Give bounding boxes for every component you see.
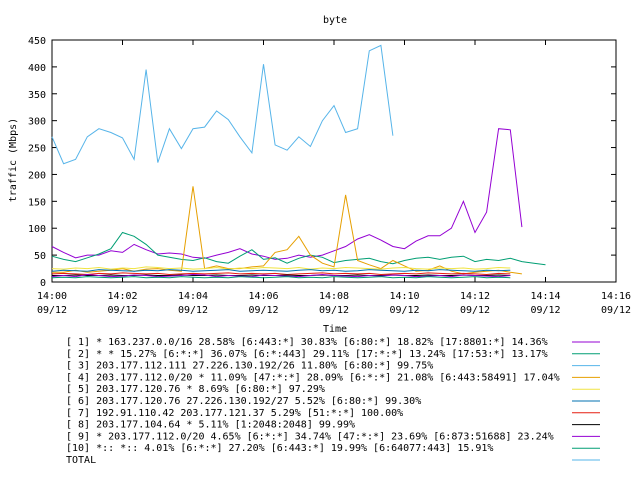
legend: [ 1] * 163.237.0.0/16 28.58% [6:443:*] 3… (66, 337, 600, 466)
series-line-4 (52, 186, 522, 275)
y-tick-label: 200 (28, 170, 46, 181)
x-tick-date: 09/12 (601, 305, 631, 316)
series-line-5 (51, 266, 511, 270)
x-tick-time: 14:08 (319, 291, 349, 302)
series-line-7 (51, 272, 511, 276)
y-tick-label: 150 (28, 197, 46, 208)
x-tick-time: 14:02 (107, 291, 137, 302)
x-tick-time: 14:00 (37, 291, 67, 302)
y-tick-label: 250 (28, 144, 46, 155)
x-tick-date: 09/12 (37, 305, 67, 316)
x-tick-time: 14:14 (530, 291, 560, 302)
legend-label-9: [ 9] * 203.177.112.0/20 4.65% [6:*:*] 34… (66, 431, 554, 442)
x-tick-time: 14:06 (248, 291, 278, 302)
x-tick-time: 14:12 (460, 291, 490, 302)
legend-label-6: [ 6] 203.177.120.76 27.226.130.192/27 5.… (66, 396, 421, 407)
x-tick-date: 09/12 (389, 305, 419, 316)
series-line-1 (51, 128, 523, 260)
y-tick-label: 450 (28, 36, 46, 47)
x-tick-date: 09/12 (319, 305, 349, 316)
legend-label-2: [ 2] * * 15.27% [6:*:*] 36.07% [6:*:443]… (66, 349, 548, 360)
x-tick-date: 09/12 (248, 305, 278, 316)
x-tick-date: 09/12 (530, 305, 560, 316)
legend-label-4: [ 4] 203.177.112.0/20 * 11.09% [47:*:*] … (66, 372, 560, 383)
legend-label-5: [ 5] 203.177.120.76 * 8.69% [6:80:*] 97.… (66, 384, 325, 395)
series-line-9 (51, 273, 511, 278)
x-tick-time: 14:16 (601, 291, 631, 302)
x-tick-time: 14:10 (389, 291, 419, 302)
y-tick-label: 300 (28, 117, 46, 128)
x-tick-time: 14:04 (178, 291, 208, 302)
x-tick-date: 09/12 (460, 305, 490, 316)
axis-ticks: 0 50 100 150 200 250 300 350 400 450 14:00 09/12 14:… (28, 36, 631, 316)
series-line-2 (51, 231, 546, 266)
y-tick-label: 50 (34, 251, 46, 262)
series-lines (51, 44, 546, 279)
legend-label-3: [ 3] 203.177.112.111 27.226.130.192/26 1… (66, 361, 433, 372)
y-axis-label: traffic (Mbps) (8, 118, 19, 202)
y-tick-label: 350 (28, 90, 46, 101)
x-tick-date: 09/12 (107, 305, 137, 316)
legend-label-8: [ 8] 203.177.104.64 * 5.11% [1:2048:2048… (66, 420, 355, 431)
y-tick-label: 100 (28, 224, 46, 235)
series-line-10 (51, 276, 511, 279)
legend-label-1: [ 1] * 163.237.0.0/16 28.58% [6:443:*] 3… (66, 337, 548, 348)
legend-label-7: [ 7] 192.91.110.42 203.177.121.37 5.29% … (66, 408, 403, 419)
x-tick-date: 09/12 (178, 305, 208, 316)
y-tick-label: 400 (28, 63, 46, 74)
series-line-6 (51, 269, 511, 272)
y-tick-label: 0 (40, 278, 46, 289)
legend-label-11: TOTAL (66, 455, 96, 466)
legend-label-10: [10] *:: *:: 4.01% [6:*:*] 27.20% [6:443… (66, 443, 493, 454)
x-axis-label: Time (323, 324, 347, 335)
series-line-3 (51, 44, 394, 165)
chart-title: byte (323, 15, 347, 26)
